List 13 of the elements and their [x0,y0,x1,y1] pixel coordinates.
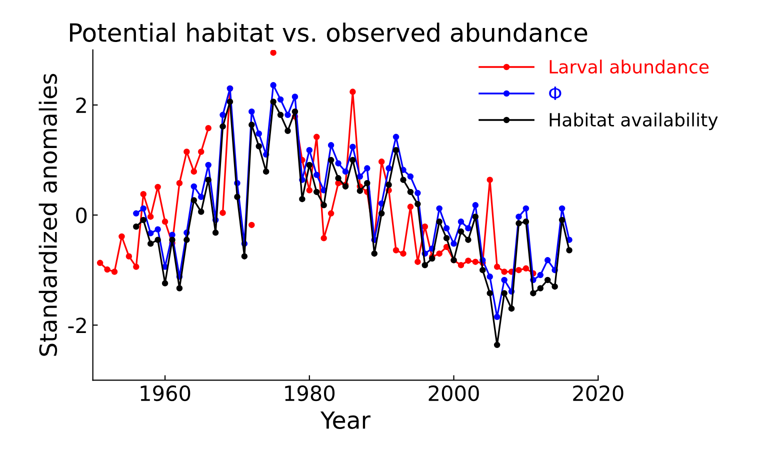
y-tick-label: 0 [76,208,87,224]
x-tick-label: 1980 [285,385,335,402]
x-axis-title: Year [320,411,370,429]
legend-label: Habitat availability [550,112,718,130]
y-tick-label: 2 [76,97,86,113]
legend-label: Φ [549,86,562,100]
y-tick-label: -2 [68,318,86,334]
x-tick-label: 2020 [573,385,624,402]
y-axis-title: Standardized anomalies [38,74,58,356]
chart-title: Potential habitat vs. observed abundance [70,22,588,42]
x-tick-label: 1960 [140,385,190,402]
x-tick-label: 2000 [428,385,479,402]
legend-label: Larval abundance [550,60,709,74]
